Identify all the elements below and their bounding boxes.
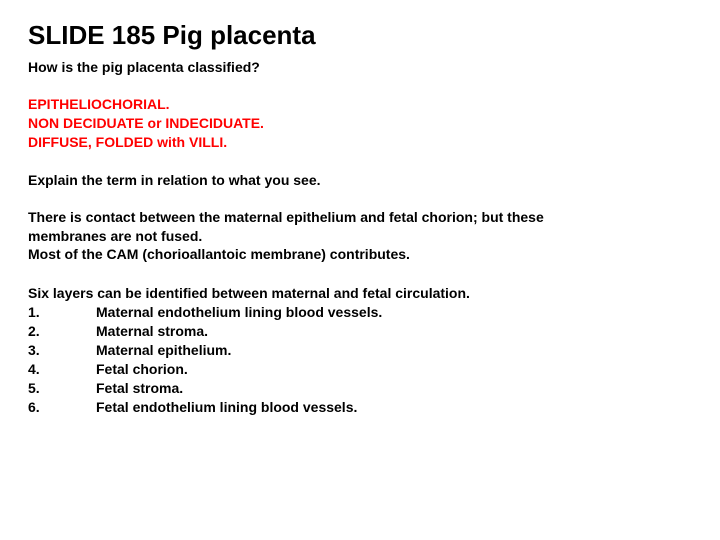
layer-number: 6. — [28, 398, 96, 417]
layer-text: Fetal endothelium lining blood vessels. — [96, 398, 357, 417]
layer-item: 4. Fetal chorion. — [28, 360, 692, 379]
layer-item: 3. Maternal epithelium. — [28, 341, 692, 360]
layer-item: 1. Maternal endothelium lining blood ves… — [28, 303, 692, 322]
question-text: How is the pig placenta classified? — [28, 59, 692, 75]
layer-number: 3. — [28, 341, 96, 360]
explain-line: membranes are not fused. — [28, 227, 692, 246]
layer-item: 6. Fetal endothelium lining blood vessel… — [28, 398, 692, 417]
slide-title: SLIDE 185 Pig placenta — [28, 20, 692, 51]
classification-line: EPITHELIOCHORIAL. — [28, 95, 692, 114]
explain-line: There is contact between the maternal ep… — [28, 208, 692, 227]
layer-number: 4. — [28, 360, 96, 379]
classification-line: DIFFUSE, FOLDED with VILLI. — [28, 133, 692, 152]
layers-block: Six layers can be identified between mat… — [28, 284, 692, 416]
layer-text: Fetal stroma. — [96, 379, 183, 398]
layer-text: Maternal endothelium lining blood vessel… — [96, 303, 382, 322]
layer-number: 5. — [28, 379, 96, 398]
layer-number: 2. — [28, 322, 96, 341]
layer-text: Maternal stroma. — [96, 322, 208, 341]
layers-intro: Six layers can be identified between mat… — [28, 284, 692, 303]
layer-text: Maternal epithelium. — [96, 341, 231, 360]
layer-text: Fetal chorion. — [96, 360, 188, 379]
classification-block: EPITHELIOCHORIAL. NON DECIDUATE or INDEC… — [28, 95, 692, 152]
explain-line: Most of the CAM (chorioallantoic membran… — [28, 245, 692, 264]
layer-item: 5. Fetal stroma. — [28, 379, 692, 398]
layer-item: 2. Maternal stroma. — [28, 322, 692, 341]
layer-number: 1. — [28, 303, 96, 322]
classification-line: NON DECIDUATE or INDECIDUATE. — [28, 114, 692, 133]
explain-heading: Explain the term in relation to what you… — [28, 172, 692, 188]
explain-body: There is contact between the maternal ep… — [28, 208, 692, 265]
